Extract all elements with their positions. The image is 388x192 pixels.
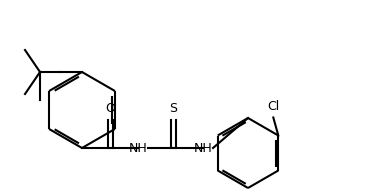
Text: NH: NH — [194, 142, 212, 155]
Text: S: S — [169, 102, 177, 115]
Text: O: O — [105, 102, 115, 115]
Text: NH: NH — [129, 142, 147, 155]
Text: Cl: Cl — [267, 99, 279, 113]
